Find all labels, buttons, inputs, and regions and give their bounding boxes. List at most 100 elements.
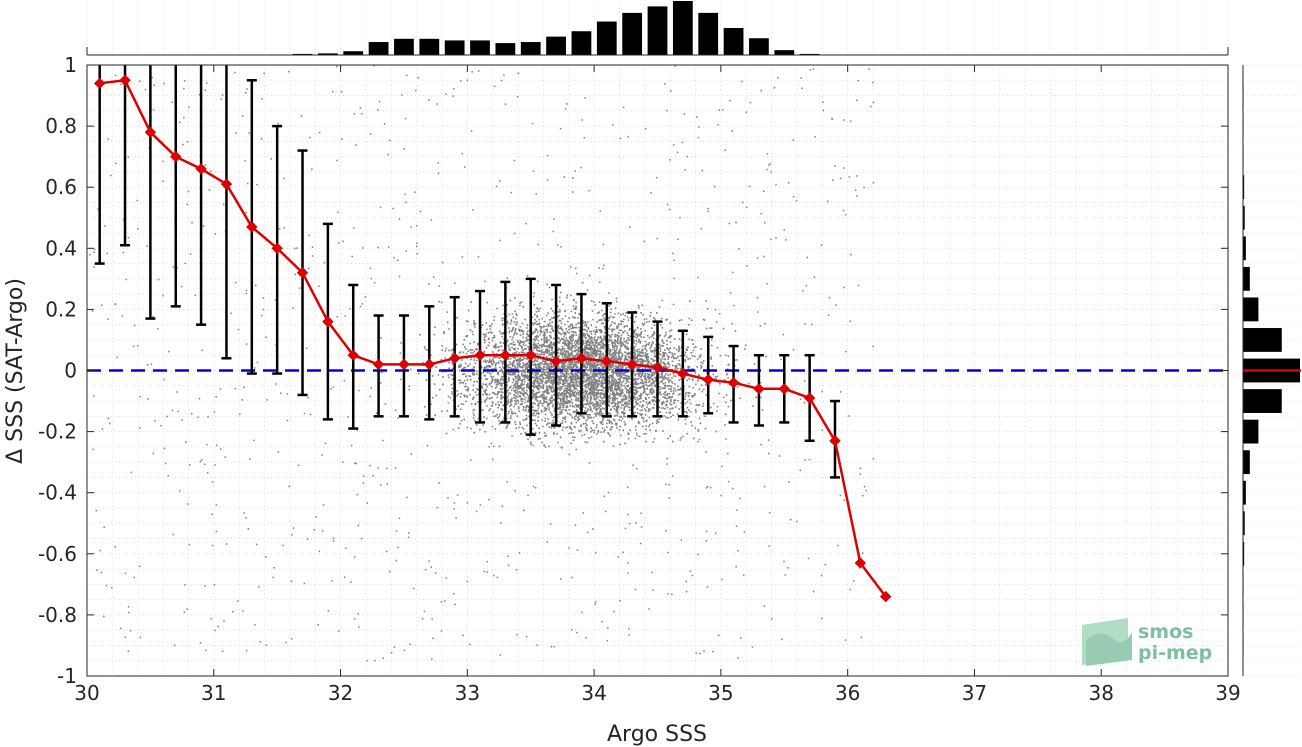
- mean-marker: [702, 373, 714, 386]
- y-tick-label: -0.6: [38, 542, 77, 566]
- top-hist-bar: [596, 21, 617, 55]
- y-tick-label: 0.2: [45, 297, 77, 321]
- right-hist-bar: [1243, 266, 1250, 291]
- mean-marker: [246, 221, 258, 233]
- mean-marker: [372, 358, 385, 371]
- wave-logo-icon: [1082, 618, 1132, 666]
- y-tick-label: 0.8: [45, 114, 77, 138]
- mean-marker: [296, 267, 309, 279]
- mean-marker: [601, 355, 613, 368]
- top-hist-bar: [470, 40, 490, 55]
- mean-marker: [753, 383, 765, 395]
- axes: [86, 64, 1229, 677]
- top-hist-bar: [698, 12, 719, 55]
- y-axis-title: Δ SSS (SAT-Argo): [3, 278, 28, 464]
- top-hist-bar: [647, 6, 668, 55]
- x-tick-label: 32: [328, 681, 353, 705]
- y-tick-label: 0.6: [45, 175, 77, 199]
- top-hist-bar: [317, 53, 338, 55]
- mean-marker: [423, 358, 436, 371]
- smos-pimep-logo: smos pi-mep: [1082, 618, 1212, 666]
- mean-marker: [803, 392, 816, 404]
- mean-marker: [778, 383, 790, 395]
- top-hist-bar: [774, 50, 795, 55]
- top-hist-bar: [292, 53, 313, 55]
- mean-marker: [271, 242, 283, 255]
- mean-marker: [220, 178, 233, 190]
- right-hist-bar: [1243, 236, 1246, 261]
- right-hist-bar: [1243, 389, 1282, 413]
- right-hist-bar: [1243, 480, 1246, 505]
- top-hist-bar: [419, 38, 440, 55]
- mean-marker: [322, 315, 334, 328]
- right-hist-bar: [1243, 205, 1245, 230]
- top-histogram: [86, 1, 1229, 56]
- y-tick-label: -0.2: [38, 420, 77, 444]
- top-hist-bar: [394, 38, 414, 55]
- right-hist-bar: [1243, 419, 1259, 444]
- x-tick-label: 35: [708, 681, 733, 705]
- top-hist-bar: [672, 1, 693, 55]
- y-tick-label: -0.8: [38, 603, 77, 627]
- y-tick-label: 0.4: [45, 236, 77, 260]
- y-tick-label: -1: [57, 664, 77, 688]
- scatter-points: [89, 65, 875, 662]
- mean-marker: [93, 77, 106, 90]
- top-hist-bar: [495, 43, 516, 55]
- logo-line1: smos: [1138, 621, 1193, 643]
- top-hist-bar: [749, 38, 769, 55]
- x-tick-label: 37: [962, 681, 987, 705]
- mean-marker: [525, 349, 537, 361]
- top-hist-bar: [546, 36, 566, 55]
- top-hist-bar: [343, 51, 364, 55]
- mean-marker: [550, 355, 562, 368]
- mean-marker: [626, 358, 638, 371]
- x-tick-label: 39: [1215, 681, 1240, 705]
- right-hist-bar: [1243, 297, 1259, 322]
- mean-marker: [499, 349, 512, 361]
- x-tick-label: 30: [74, 681, 99, 705]
- right-histogram: [1242, 65, 1301, 676]
- right-hist-bar: [1243, 450, 1250, 475]
- top-hist-bar: [368, 42, 389, 55]
- y-tick-label: 1: [64, 53, 77, 77]
- x-axis-title: Argo SSS: [607, 722, 707, 747]
- x-tick-label: 31: [201, 681, 226, 705]
- mean-marker: [195, 163, 207, 175]
- mean-marker: [651, 361, 664, 374]
- top-hist-bar: [571, 31, 592, 55]
- y-tick-label: -0.4: [38, 481, 77, 505]
- tick-labels: 30 31 32 33 34 35 36 37 38 39 1 0.8 0.6 0.4 0.2 0 -0.2 -0…: [38, 53, 1241, 705]
- logo-line2: pi-mep: [1138, 642, 1212, 664]
- right-hist-bar: [1243, 541, 1245, 566]
- mean-marker: [854, 557, 867, 569]
- mean-marker: [677, 367, 689, 380]
- x-tick-label: 34: [581, 681, 606, 705]
- right-hist-bar: [1243, 175, 1245, 200]
- scatter-cloud: [89, 65, 875, 662]
- top-hist-bar: [444, 40, 465, 55]
- right-hist-bar: [1243, 511, 1245, 536]
- mean-marker: [170, 150, 182, 163]
- top-hist-bar: [622, 12, 643, 55]
- binned-mean-series: [93, 74, 892, 603]
- x-tick-label: 33: [455, 681, 480, 705]
- mean-marker: [347, 349, 359, 361]
- top-hist-bar: [799, 53, 820, 55]
- right-hist-bar: [1243, 328, 1282, 352]
- top-hist-bar: [723, 28, 744, 55]
- mean-marker: [119, 74, 131, 86]
- x-tick-label: 38: [1088, 681, 1113, 705]
- x-tick-label: 36: [835, 681, 860, 705]
- grid: [86, 0, 1301, 677]
- error-bars: [94, 65, 840, 479]
- mean-marker: [144, 126, 157, 138]
- mean-marker: [575, 352, 588, 364]
- mean-marker: [474, 349, 486, 361]
- mean-marker: [398, 358, 410, 371]
- mean-marker: [829, 435, 841, 447]
- mean-marker: [727, 377, 740, 389]
- y-tick-label: 0: [64, 359, 77, 383]
- top-hist-bar: [520, 42, 541, 55]
